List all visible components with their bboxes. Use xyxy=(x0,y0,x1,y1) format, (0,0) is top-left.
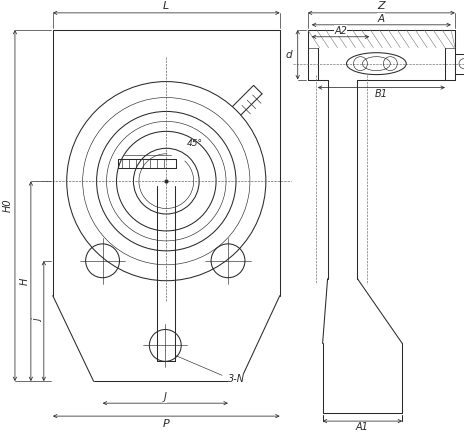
Text: A1: A1 xyxy=(356,422,369,432)
Text: J: J xyxy=(164,392,167,402)
Text: A: A xyxy=(378,14,385,24)
Text: L: L xyxy=(163,1,169,11)
Text: H: H xyxy=(20,277,30,285)
Text: B1: B1 xyxy=(375,89,388,98)
Text: Z: Z xyxy=(378,1,385,11)
Text: A2: A2 xyxy=(334,26,347,36)
Text: j: j xyxy=(33,320,43,323)
Text: H0: H0 xyxy=(3,199,13,212)
Text: 3-N: 3-N xyxy=(228,374,245,384)
Text: 45°: 45° xyxy=(187,139,203,148)
Text: P: P xyxy=(163,419,170,429)
Text: d: d xyxy=(285,50,292,60)
